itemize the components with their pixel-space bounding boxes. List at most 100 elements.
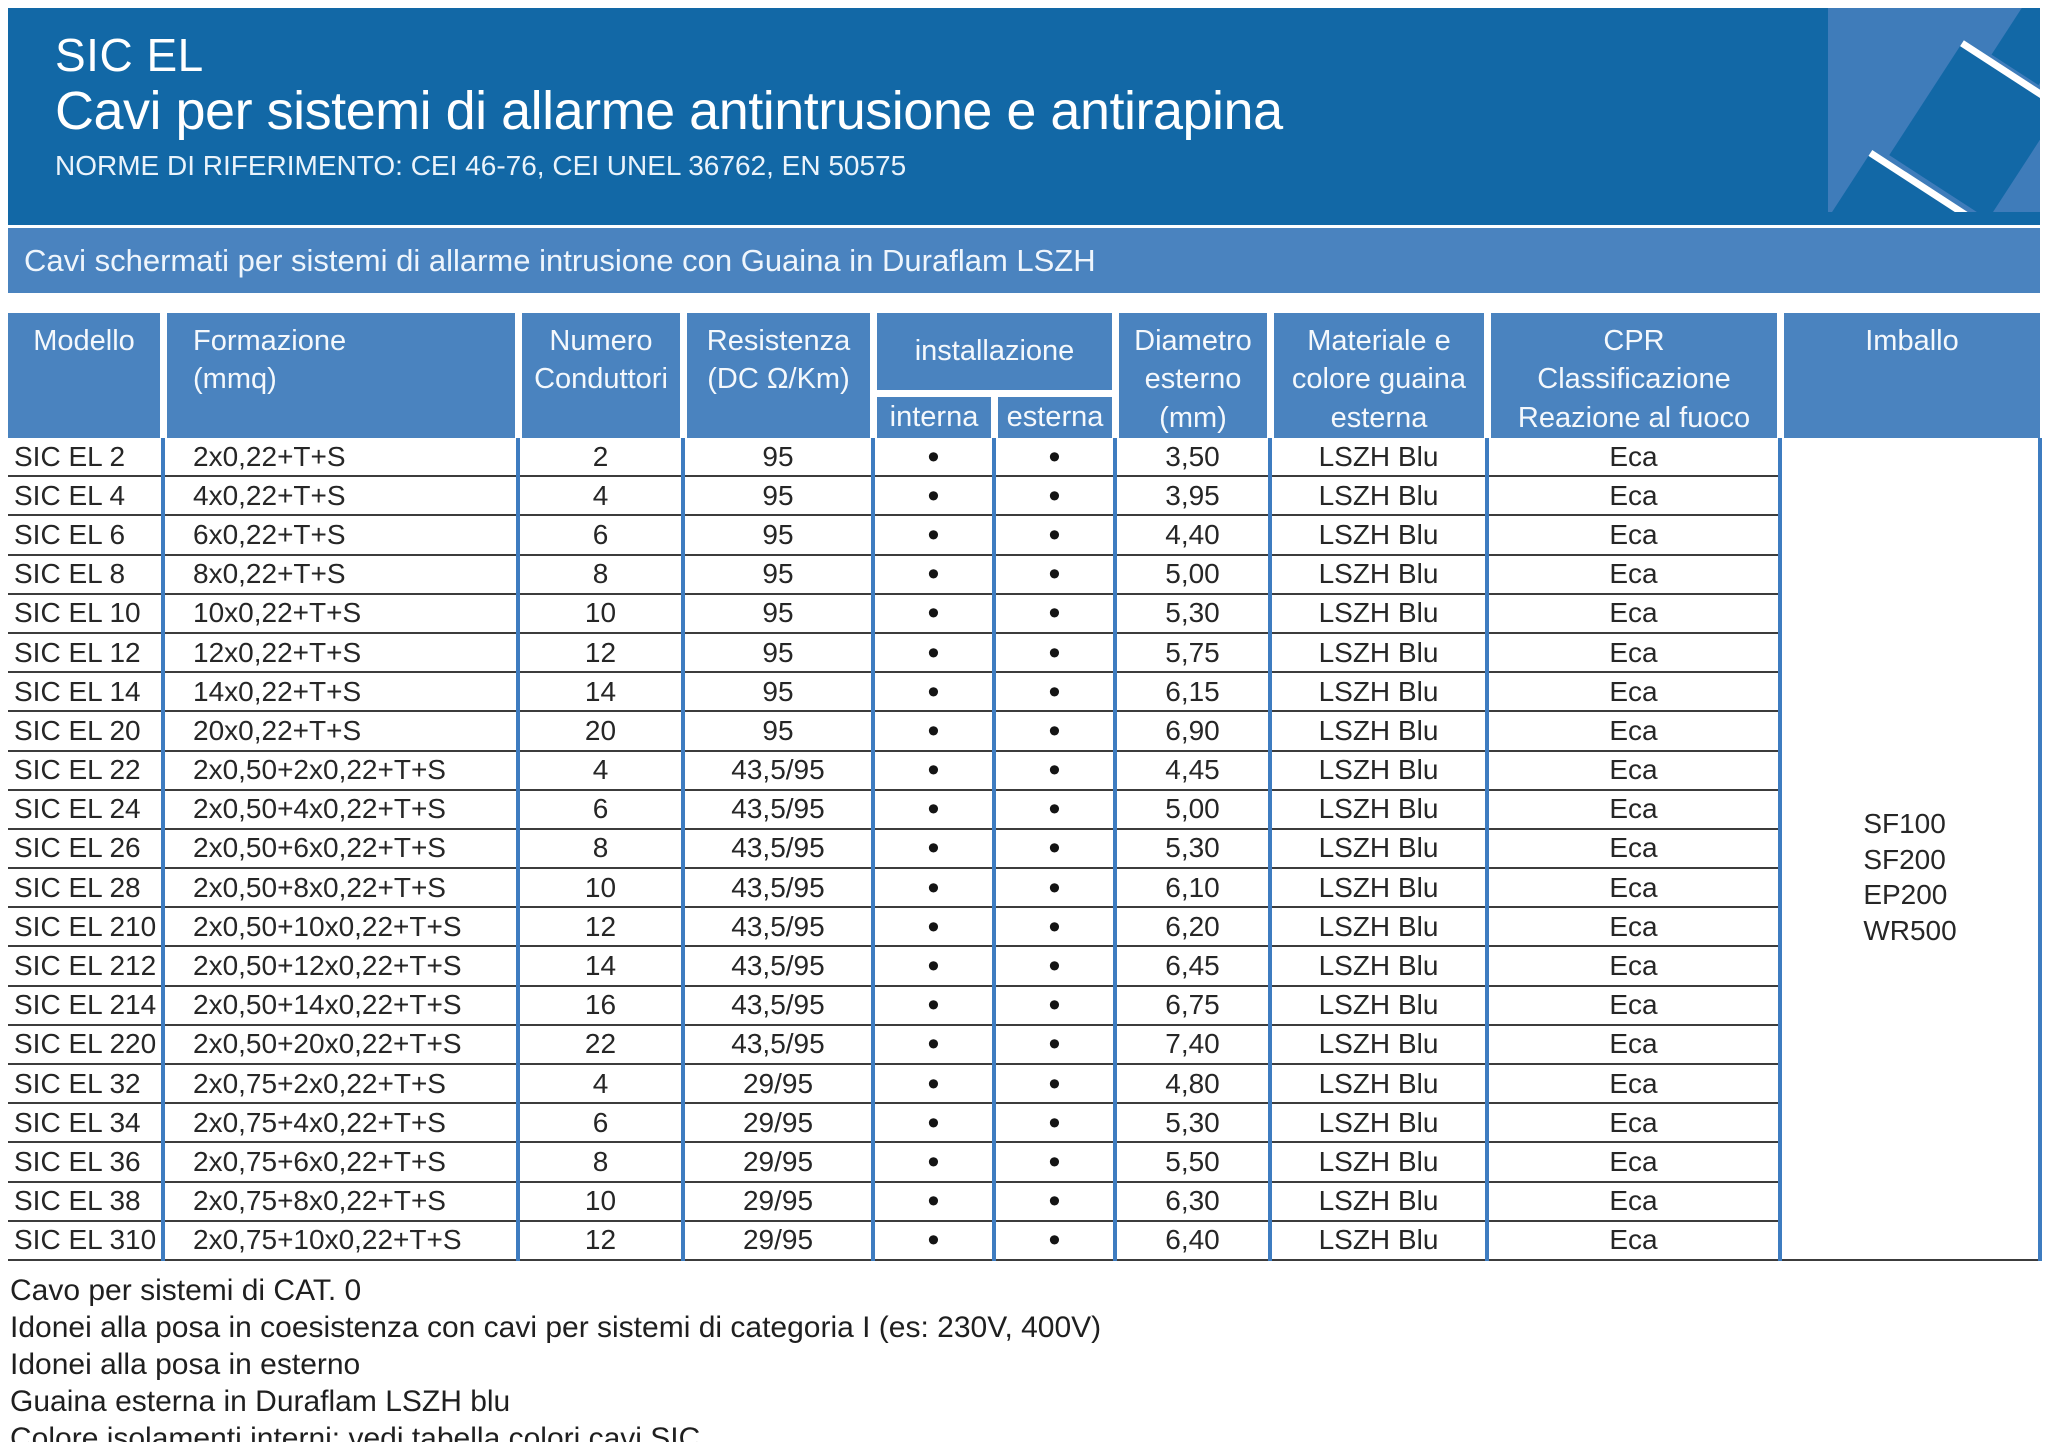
model-cell: SIC EL 4 [8,476,165,517]
installazione-esterna-cell: • [994,593,1117,634]
resistenza-cell: 29/95 [683,1064,875,1105]
table-row: SIC EL 32 2x0,75+2x0,22+T+S 4 29/95 • • 4,80 LS… [8,1064,2040,1105]
installazione-esterna-cell: • [994,438,1117,478]
formazione-cell: 2x0,75+2x0,22+T+S [163,1064,520,1105]
installazione-interna-cell: • [873,868,996,909]
cpr-cell: Eca [1487,476,1782,517]
conduttori-cell: 20 [518,711,685,752]
table-row: SIC EL 220 2x0,50+20x0,22+T+S 22 43,5/95 • • 7… [8,1024,2040,1066]
resistenza-cell: 43,5/95 [683,868,875,909]
installazione-interna-cell: • [873,711,996,752]
installazione-interna-cell: • [873,1024,996,1066]
page-header: SIC EL Cavi per sistemi di allarme antin… [8,8,2040,225]
table-row: SIC EL 28 2x0,50+8x0,22+T+S 10 43,5/95 • • 6,1… [8,868,2040,909]
installazione-interna-cell: • [873,750,996,791]
diametro-cell: 5,50 [1115,1142,1272,1183]
diametro-cell: 6,30 [1115,1181,1272,1222]
resistenza-cell: 43,5/95 [683,789,875,830]
formazione-cell: 2x0,75+4x0,22+T+S [163,1103,520,1144]
cpr-cell: Eca [1487,828,1782,870]
model-cell: SIC EL 28 [8,868,165,909]
col-header-numero-conduttori: Numero Conduttori [522,313,680,438]
model-cell: SIC EL 220 [8,1024,165,1066]
cpr-cell: Eca [1487,750,1782,791]
materiale-cell: LSZH Blu [1270,438,1489,478]
conduttori-cell: 12 [518,907,685,948]
diametro-cell: 6,10 [1115,868,1272,909]
formazione-cell: 4x0,22+T+S [163,476,520,517]
installazione-esterna-cell: • [994,985,1117,1026]
diametro-cell: 5,75 [1115,632,1272,674]
resistenza-cell: 95 [683,632,875,674]
table-row: SIC EL 2 2x0,22+T+S 2 95 • • 3,50 LSZH Blu Eca SF… [8,438,2042,1261]
conduttori-cell: 6 [518,1103,685,1144]
resistenza-cell: 95 [683,438,875,478]
formazione-cell: 2x0,50+12x0,22+T+S [163,946,520,987]
installazione-esterna-cell: • [994,711,1117,752]
resistenza-cell: 43,5/95 [683,946,875,987]
diametro-cell: 4,40 [1115,515,1272,556]
resistenza-cell: 29/95 [683,1103,875,1144]
model-cell: SIC EL 22 [8,750,165,791]
materiale-cell: LSZH Blu [1270,946,1489,987]
formazione-cell: 2x0,75+6x0,22+T+S [163,1142,520,1183]
materiale-cell: LSZH Blu [1270,515,1489,556]
model-cell: SIC EL 32 [8,1064,165,1105]
cable-spec-table: SIC EL 2 2x0,22+T+S 2 95 • • 3,50 LSZH Blu Eca SF… [8,438,2042,1261]
table-row: SIC EL 4 4x0,22+T+S 4 95 • • 3,95 LSZH Blu Eca [8,476,2040,517]
installazione-interna-cell: • [873,1181,996,1222]
table-row: SIC EL 26 2x0,50+6x0,22+T+S 8 43,5/95 • • 5,30… [8,828,2040,870]
resistenza-cell: 95 [683,672,875,713]
cpr-cell: Eca [1487,946,1782,987]
formazione-cell: 2x0,50+2x0,22+T+S [163,750,520,791]
diametro-cell: 5,30 [1115,1103,1272,1144]
diametro-cell: 5,00 [1115,789,1272,830]
reference-norms: NORME DI RIFERIMENTO: CEI 46-76, CEI UNE… [55,149,907,181]
installazione-interna-cell: • [873,828,996,870]
diametro-cell: 5,30 [1115,593,1272,634]
model-cell: SIC EL 20 [8,711,165,752]
conduttori-cell: 8 [518,554,685,595]
installazione-interna-cell: • [873,789,996,830]
formazione-cell: 2x0,50+20x0,22+T+S [163,1024,520,1066]
conduttori-cell: 2 [518,438,685,478]
materiale-cell: LSZH Blu [1270,1103,1489,1144]
cpr-cell: Eca [1487,438,1782,478]
cpr-cell: Eca [1487,1220,1782,1261]
table-row: SIC EL 6 6x0,22+T+S 6 95 • • 4,40 LSZH Blu Eca [8,515,2040,556]
resistenza-cell: 43,5/95 [683,985,875,1026]
header-text: SIC EL Cavi per sistemi di allarme antin… [55,28,1283,184]
installazione-esterna-cell: • [994,554,1117,595]
formazione-cell: 14x0,22+T+S [163,672,520,713]
col-header-materiale: Materiale e colore guaina esterna [1274,313,1484,438]
diametro-cell: 6,20 [1115,907,1272,948]
diametro-cell: 3,95 [1115,476,1272,517]
diametro-cell: 6,90 [1115,711,1272,752]
cpr-cell: Eca [1487,985,1782,1026]
cpr-cell: Eca [1487,1142,1782,1183]
installazione-interna-cell: • [873,632,996,674]
cpr-cell: Eca [1487,1181,1782,1222]
table-row: SIC EL 20 20x0,22+T+S 20 95 • • 6,90 LSZH Blu Ec… [8,711,2040,752]
materiale-cell: LSZH Blu [1270,907,1489,948]
table-row: SIC EL 36 2x0,75+6x0,22+T+S 8 29/95 • • 5,50 LS… [8,1142,2040,1183]
formazione-cell: 2x0,50+4x0,22+T+S [163,789,520,830]
col-header-resistenza: Resistenza (DC Ω/Km) [687,313,870,438]
table-header: Modello Formazione (mmq) Numero Condutto… [8,313,2040,438]
formazione-cell: 2x0,75+10x0,22+T+S [163,1220,520,1261]
cpr-cell: Eca [1487,711,1782,752]
resistenza-cell: 43,5/95 [683,828,875,870]
conduttori-cell: 4 [518,476,685,517]
resistenza-cell: 29/95 [683,1181,875,1222]
materiale-cell: LSZH Blu [1270,593,1489,634]
table-body: SIC EL 2 2x0,22+T+S 2 95 • • 3,50 LSZH Blu Eca SF… [8,438,2042,1261]
installazione-esterna-cell: • [994,789,1117,830]
imballo-values: SF100 SF200 EP200 WR500 [1863,807,1957,947]
model-cell: SIC EL 2 [8,438,165,478]
formazione-cell: 2x0,22+T+S [163,438,520,478]
installazione-esterna-cell: • [994,868,1117,909]
table-row: SIC EL 10 10x0,22+T+S 10 95 • • 5,30 LSZH Blu Ec… [8,593,2040,634]
installazione-interna-cell: • [873,554,996,595]
materiale-cell: LSZH Blu [1270,750,1489,791]
materiale-cell: LSZH Blu [1270,1181,1489,1222]
